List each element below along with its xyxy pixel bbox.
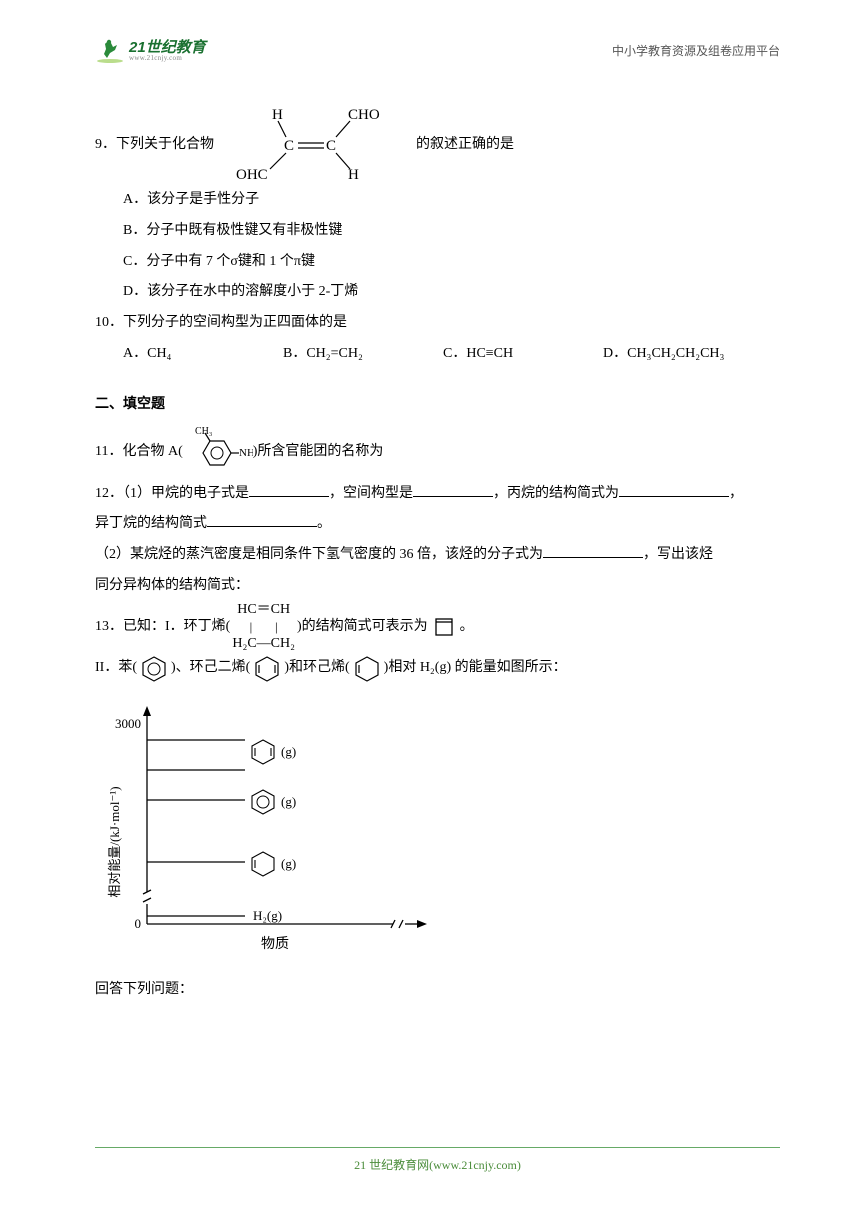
chart-cyclohexene-icon: (g) <box>252 852 296 876</box>
chart-cyclohexadiene-icon: (g) <box>252 740 296 764</box>
q9-prefix: 9．下列关于化合物 <box>95 130 214 161</box>
svg-text:CH₃: CH₃ <box>195 427 212 437</box>
question-12-line1: 12．（1）甲烷的电子式是 ，空间构型是 ，丙烷的结构简式为 ， <box>95 479 780 510</box>
q13-1a: 13．已知：I．环丁烯( <box>95 612 230 643</box>
svg-text:NH₂: NH₂ <box>239 447 253 459</box>
section-2-title: 二、填空题 <box>95 388 780 419</box>
q13-2b: )、环己二烯( <box>171 653 250 684</box>
q12-blank-1[interactable] <box>249 481 329 496</box>
q11-prefix: 11．化合物 A( <box>95 437 183 468</box>
svg-text:(g): (g) <box>281 856 296 871</box>
q10-option-a: A．CH₄ <box>123 339 283 370</box>
q13-answer-prompt: 回答下列问题： <box>95 975 780 1006</box>
q9-structure-icon: H CHO OHC H C C <box>220 105 410 185</box>
page-footer: 21 世纪教育网(www.21cnjy.com) <box>95 1147 780 1178</box>
q12-blank-5[interactable] <box>543 543 643 558</box>
question-12-line2: 异丁烷的结构简式 。 <box>95 509 780 540</box>
q13-2d: )相对 H₂(g) 的能量如图所示： <box>384 653 567 684</box>
svg-text:H: H <box>272 107 283 123</box>
q13-2a: II．苯( <box>95 653 137 684</box>
question-12-line4: 同分异构体的结构简式： <box>95 571 780 602</box>
q11-structure-icon: CH₃ NH₂ <box>183 427 253 479</box>
q9-suffix: 的叙述正确的是 <box>416 130 514 161</box>
header-right-text: 中小学教育资源及组卷应用平台 <box>612 38 780 64</box>
svg-text:OHC: OHC <box>236 167 268 183</box>
q13-2c: )和环己烯( <box>284 653 349 684</box>
question-12-line3: （2）某烷烃的蒸汽密度是相同条件下氢气密度的 36 倍，该烃的分子式为 ，写出该烃 <box>95 540 780 571</box>
q12-1d: ， <box>729 486 743 501</box>
question-13-line2: II．苯( )、环己二烯( )和环己烯( )相对 H₂(g) 的能量如图所示： <box>95 653 780 684</box>
svg-text:3000: 3000 <box>115 716 141 731</box>
svg-text:H₂(g): H₂(g) <box>253 908 282 923</box>
svg-text:0: 0 <box>135 916 142 931</box>
svg-text:相对能量/(kJ·mol⁻¹): 相对能量/(kJ·mol⁻¹) <box>107 786 122 897</box>
logo-sub-text: www.21cnjy.com <box>129 55 206 62</box>
page-header: 21世纪教育 www.21cnjy.com 中小学教育资源及组卷应用平台 <box>95 38 780 64</box>
q9-option-b: B．分子中既有极性键又有非极性键 <box>123 216 780 247</box>
q9-option-c: C．分子中有 7 个σ键和 1 个π键 <box>123 247 780 278</box>
question-13-line1: 13．已知：I．环丁烯( HC＝CH | | H₂C—CH₂ )的结构简式可表示… <box>95 602 780 653</box>
q12-3a: （2）某烷烃的蒸汽密度是相同条件下氢气密度的 36 倍，该烃的分子式为 <box>95 547 543 562</box>
cyclobutene-box-icon <box>432 615 456 639</box>
svg-text:C: C <box>326 138 336 154</box>
logo: 21世纪教育 www.21cnjy.com <box>95 38 206 64</box>
q12-2b: 。 <box>317 516 331 531</box>
q12-2a: 异丁烷的结构简式 <box>95 516 207 531</box>
footer-text: 21 世纪教育网(www.21cnjy.com) <box>354 1158 521 1172</box>
question-9: 9．下列关于化合物 H CHO OHC H C C 的叙述正确的是 <box>95 105 780 185</box>
q12-1a: 12．（1）甲烷的电子式是 <box>95 486 249 501</box>
chart-benzene-icon: (g) <box>252 790 296 814</box>
svg-text:(g): (g) <box>281 794 296 809</box>
q12-1b: ，空间构型是 <box>329 486 413 501</box>
logo-runner-icon <box>95 38 125 64</box>
energy-diagram: 相对能量/(kJ·mol⁻¹) 3000 0 物质 (g) (g) <box>105 692 435 962</box>
q9-option-d: D．该分子在水中的溶解度小于 2-丁烯 <box>123 277 780 308</box>
q12-3b: ，写出该烃 <box>643 547 713 562</box>
cyclohexene-icon <box>350 654 384 684</box>
q10-option-c: C．HC≡CH <box>443 339 603 370</box>
question-10: 10．下列分子的空间构型为正四面体的是 <box>95 308 780 339</box>
content-area: 9．下列关于化合物 H CHO OHC H C C 的叙述正确的是 A．该分子是… <box>95 105 780 1006</box>
question-11: 11．化合物 A( CH₃ NH₂ )所含官能团的名称为 <box>95 427 780 479</box>
svg-text:CHO: CHO <box>348 107 380 123</box>
q12-blank-2[interactable] <box>413 481 493 496</box>
q10-option-b: B．CH₂=CH₂ <box>283 339 443 370</box>
cyclohexadiene-icon <box>250 654 284 684</box>
benzene-icon <box>137 654 171 684</box>
cyclobutene-formula-icon: HC＝CH | | H₂C—CH₂ <box>232 602 295 653</box>
q12-1c: ，丙烷的结构简式为 <box>493 486 619 501</box>
svg-text:(g): (g) <box>281 744 296 759</box>
q10-options: A．CH₄ B．CH₂=CH₂ C．HC≡CH D．CH₃CH₂CH₂CH₃ <box>95 339 780 370</box>
logo-main-text: 21世纪教育 <box>129 40 206 55</box>
q13-1c: 。 <box>460 612 474 643</box>
svg-text:C: C <box>284 138 294 154</box>
svg-text:H: H <box>348 167 359 183</box>
q9-option-a: A．该分子是手性分子 <box>123 185 780 216</box>
q11-suffix: )所含官能团的名称为 <box>253 437 384 468</box>
svg-text:物质: 物质 <box>261 936 289 952</box>
q10-option-d: D．CH₃CH₂CH₂CH₃ <box>603 339 763 370</box>
q12-blank-4[interactable] <box>207 512 317 527</box>
q13-1b: )的结构简式可表示为 <box>297 612 428 643</box>
q12-blank-3[interactable] <box>619 481 729 496</box>
